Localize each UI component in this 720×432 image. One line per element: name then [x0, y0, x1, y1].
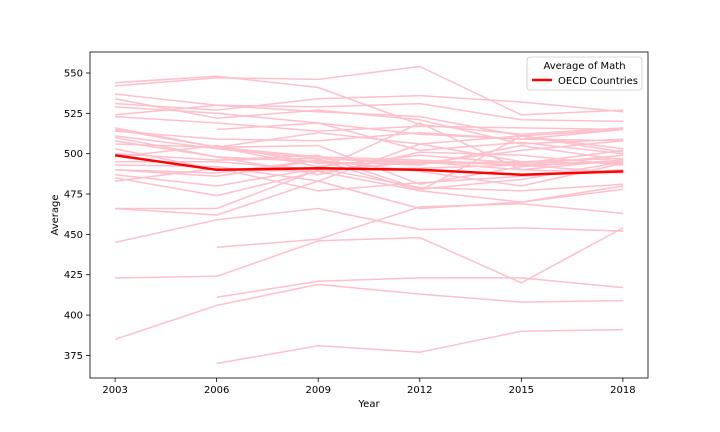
x-tick-label: 2012 — [407, 385, 432, 396]
x-tick-label: 2018 — [610, 385, 635, 396]
y-tick-label: 450 — [64, 230, 83, 241]
x-axis: 2003 2006 2009 2012 2015 2018 — [102, 378, 635, 396]
y-tick-label: 425 — [64, 270, 83, 281]
x-tick-label: 2006 — [204, 385, 229, 396]
x-tick-label: 2003 — [102, 385, 127, 396]
legend: Average of Math OECD Countries — [527, 57, 642, 90]
y-tick-label: 475 — [64, 190, 83, 201]
y-tick-label: 500 — [64, 149, 83, 160]
y-tick-label: 525 — [64, 109, 83, 120]
y-tick-label: 550 — [64, 68, 83, 79]
legend-label-oecd: OECD Countries — [558, 76, 638, 87]
x-axis-label: Year — [357, 399, 380, 410]
y-axis-label: Average — [50, 194, 61, 235]
x-tick-label: 2015 — [509, 385, 534, 396]
y-axis: 375 400 425 450 475 500 525 550 — [64, 68, 90, 361]
y-tick-label: 375 — [64, 351, 83, 362]
y-tick-label: 400 — [64, 311, 83, 322]
x-tick-label: 2009 — [305, 385, 330, 396]
legend-title: Average of Math — [543, 61, 625, 72]
